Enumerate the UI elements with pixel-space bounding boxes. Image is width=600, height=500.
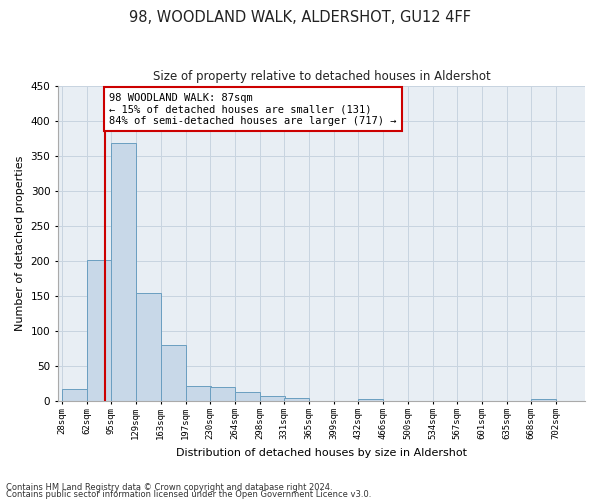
Text: 98, WOODLAND WALK, ALDERSHOT, GU12 4FF: 98, WOODLAND WALK, ALDERSHOT, GU12 4FF [129,10,471,25]
Y-axis label: Number of detached properties: Number of detached properties [15,156,25,331]
Bar [186,386,211,402]
Bar [111,143,136,402]
Title: Size of property relative to detached houses in Aldershot: Size of property relative to detached ho… [152,70,490,83]
Bar [136,292,161,402]
Bar [358,398,383,402]
Text: Contains public sector information licensed under the Open Government Licence v3: Contains public sector information licen… [6,490,371,499]
Text: 98 WOODLAND WALK: 87sqm
← 15% of detached houses are smaller (131)
84% of semi-d: 98 WOODLAND WALK: 87sqm ← 15% of detache… [109,92,397,126]
Bar [284,398,309,402]
Bar [210,386,235,402]
Bar [532,398,556,402]
Bar [235,392,260,402]
Bar [161,345,186,402]
Bar [62,388,86,402]
Text: Contains HM Land Registry data © Crown copyright and database right 2024.: Contains HM Land Registry data © Crown c… [6,484,332,492]
Bar [260,396,285,402]
Bar [86,260,112,402]
X-axis label: Distribution of detached houses by size in Aldershot: Distribution of detached houses by size … [176,448,467,458]
